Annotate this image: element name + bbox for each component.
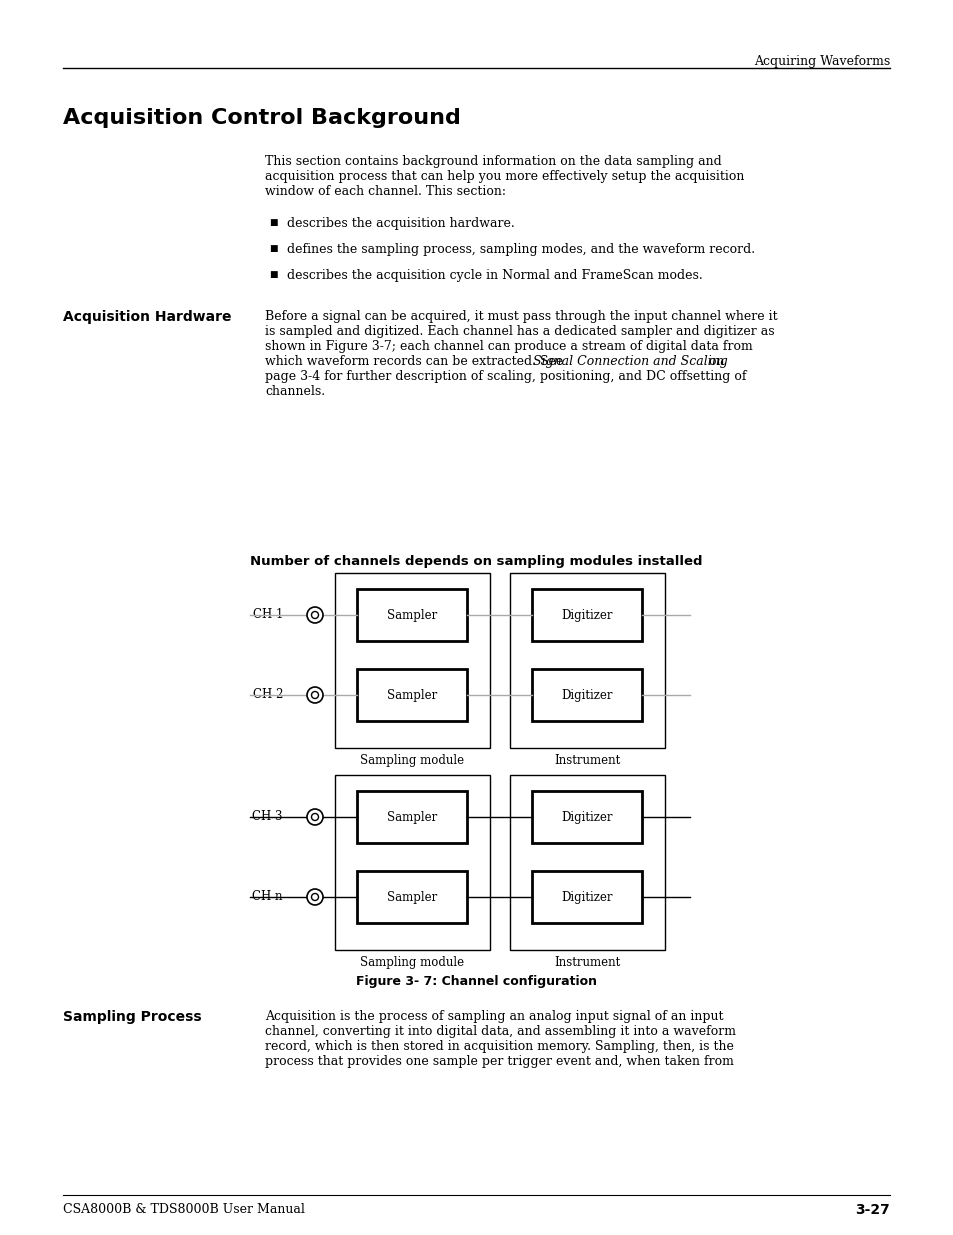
Text: is sampled and digitized. Each channel has a dedicated sampler and digitizer as: is sampled and digitized. Each channel h…: [265, 325, 774, 338]
Circle shape: [307, 809, 323, 825]
Text: Sampler: Sampler: [387, 688, 436, 701]
Text: CH 3: CH 3: [253, 810, 283, 824]
Text: Acquisition Control Background: Acquisition Control Background: [63, 107, 460, 128]
Text: ■: ■: [269, 219, 277, 227]
Text: Number of channels depends on sampling modules installed: Number of channels depends on sampling m…: [250, 555, 702, 568]
Polygon shape: [510, 776, 664, 950]
Circle shape: [312, 692, 318, 699]
Polygon shape: [532, 790, 641, 844]
Text: Instrument: Instrument: [554, 956, 620, 969]
Text: Acquisition Hardware: Acquisition Hardware: [63, 310, 232, 324]
Polygon shape: [335, 573, 490, 748]
Text: ■: ■: [269, 245, 277, 253]
Text: ■: ■: [269, 270, 277, 279]
Text: Before a signal can be acquired, it must pass through the input channel where it: Before a signal can be acquired, it must…: [265, 310, 777, 324]
Text: CH 1: CH 1: [253, 609, 283, 621]
Text: Sampling module: Sampling module: [360, 956, 464, 969]
Polygon shape: [356, 871, 467, 923]
Text: CH n: CH n: [253, 890, 283, 904]
Text: shown in Figure 3-7; each channel can produce a stream of digital data from: shown in Figure 3-7; each channel can pr…: [265, 340, 752, 353]
Polygon shape: [356, 790, 467, 844]
Text: on: on: [704, 354, 723, 368]
Text: This section contains background information on the data sampling and: This section contains background informa…: [265, 156, 721, 168]
Text: channel, converting it into digital data, and assembling it into a waveform: channel, converting it into digital data…: [265, 1025, 735, 1037]
Circle shape: [307, 606, 323, 622]
Text: Signal Connection and Scaling: Signal Connection and Scaling: [533, 354, 727, 368]
Polygon shape: [510, 573, 664, 748]
Polygon shape: [532, 871, 641, 923]
Polygon shape: [356, 669, 467, 721]
Text: Sampling Process: Sampling Process: [63, 1010, 201, 1024]
Text: Sampler: Sampler: [387, 810, 436, 824]
Text: Digitizer: Digitizer: [560, 609, 612, 621]
Text: Digitizer: Digitizer: [560, 810, 612, 824]
Text: Sampler: Sampler: [387, 609, 436, 621]
Circle shape: [307, 889, 323, 905]
Text: record, which is then stored in acquisition memory. Sampling, then, is the: record, which is then stored in acquisit…: [265, 1040, 733, 1053]
Circle shape: [312, 893, 318, 900]
Polygon shape: [356, 589, 467, 641]
Text: describes the acquisition cycle in Normal and FrameScan modes.: describes the acquisition cycle in Norma…: [287, 269, 702, 282]
Text: channels.: channels.: [265, 385, 325, 398]
Text: Sampling module: Sampling module: [360, 755, 464, 767]
Text: describes the acquisition hardware.: describes the acquisition hardware.: [287, 217, 515, 230]
Polygon shape: [335, 776, 490, 950]
Text: Figure 3- 7: Channel configuration: Figure 3- 7: Channel configuration: [355, 974, 597, 988]
Polygon shape: [532, 669, 641, 721]
Text: page 3-4 for further description of scaling, positioning, and DC offsetting of: page 3-4 for further description of scal…: [265, 370, 745, 383]
Text: CSA8000B & TDS8000B User Manual: CSA8000B & TDS8000B User Manual: [63, 1203, 305, 1216]
Text: process that provides one sample per trigger event and, when taken from: process that provides one sample per tri…: [265, 1055, 733, 1068]
Circle shape: [312, 814, 318, 820]
Circle shape: [312, 611, 318, 619]
Polygon shape: [532, 589, 641, 641]
Text: Acquiring Waveforms: Acquiring Waveforms: [753, 56, 889, 68]
Text: window of each channel. This section:: window of each channel. This section:: [265, 185, 505, 198]
Text: Acquisition is the process of sampling an analog input signal of an input: Acquisition is the process of sampling a…: [265, 1010, 722, 1023]
Text: acquisition process that can help you more effectively setup the acquisition: acquisition process that can help you mo…: [265, 170, 743, 183]
Text: Digitizer: Digitizer: [560, 688, 612, 701]
Text: 3-27: 3-27: [854, 1203, 889, 1216]
Text: which waveform records can be extracted. See: which waveform records can be extracted.…: [265, 354, 567, 368]
Circle shape: [307, 687, 323, 703]
Text: defines the sampling process, sampling modes, and the waveform record.: defines the sampling process, sampling m…: [287, 243, 755, 256]
Text: Digitizer: Digitizer: [560, 890, 612, 904]
Text: Sampler: Sampler: [387, 890, 436, 904]
Text: Instrument: Instrument: [554, 755, 620, 767]
Text: CH 2: CH 2: [253, 688, 283, 701]
